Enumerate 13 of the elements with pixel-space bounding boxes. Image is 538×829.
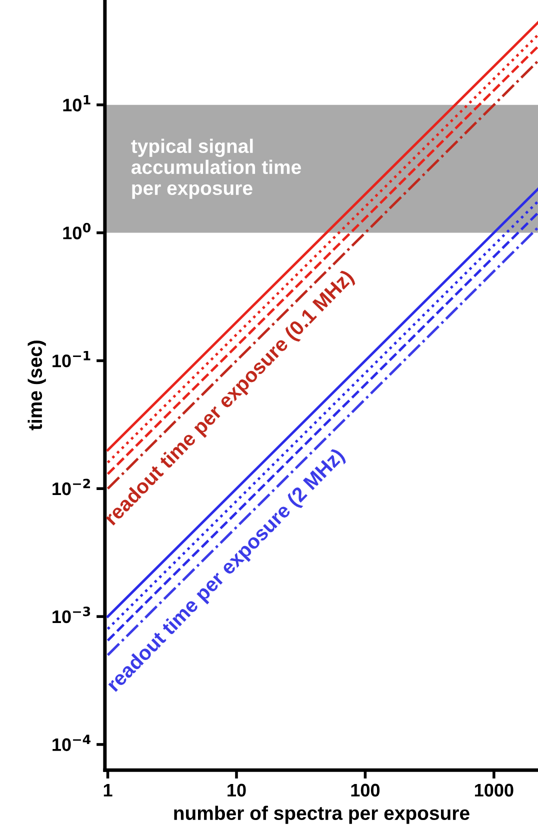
x-axis-title: number of spectra per exposure xyxy=(174,806,470,824)
y-axis-title: time (sec) xyxy=(28,340,46,430)
y-tick-label: 10$^{−2}$ xyxy=(52,478,90,496)
x-tick-label: 10 xyxy=(228,784,246,797)
y-tick-label: 10$^{1}$ xyxy=(63,95,90,112)
x-tick-label: 100 xyxy=(351,784,380,797)
y-tick-label: 10$^{−3}$ xyxy=(52,606,90,624)
x-tick-label: 1 xyxy=(104,784,112,796)
x-tick-label: 1000 xyxy=(474,784,514,797)
y-tick-label: 10$^{0}$ xyxy=(63,222,91,240)
y-tick-label: 10$^{−1}$ xyxy=(52,350,90,368)
band-label: typical signal accumulation time per exposure xyxy=(131,138,301,199)
y-tick-label: 10$^{−4}$ xyxy=(52,734,91,752)
